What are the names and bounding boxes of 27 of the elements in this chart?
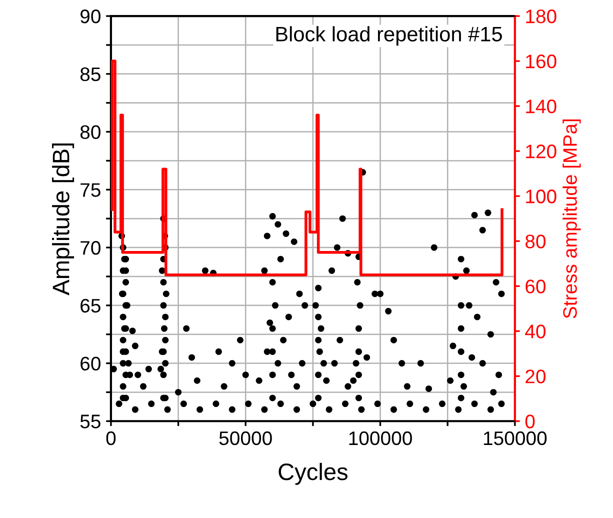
y2-tick-label: 60 [526,280,546,294]
y-tick-label: 80 [80,125,100,140]
y-tick-label: 90 [80,10,100,24]
y2-tick-label: 120 [526,144,556,158]
y2-tick-label: 100 [526,190,556,204]
y2-tick-label: 40 [525,324,546,338]
y2-tick-label: 160 [526,54,556,68]
x-axis-title: Cycles [278,462,348,485]
y-tick-label: 85 [80,67,100,82]
x-tick-label: 0 [106,431,116,446]
y2-tick-label: 20 [526,370,546,384]
x-tick-label: 100000 [349,431,412,446]
y-axis-title: Amplitude [dB] [52,144,74,296]
y2-tick-label: 80 [525,234,546,248]
y2-tick-label: 180 [526,10,556,24]
y2-axis-title: Stress amplitude [MPa] [562,119,581,318]
y2-tick-label: 140 [526,100,556,114]
x-tick-label: 150000 [484,431,547,446]
y-tick-label: 60 [80,356,100,371]
line-series [110,60,504,276]
y-tick-label: 75 [80,183,100,197]
x-tick-label: 50000 [219,431,272,446]
y-tick-label: 55 [80,414,100,428]
y-tick-label: 65 [80,298,100,313]
y-tick-label: 70 [80,241,100,255]
chart-title: Block load repetition #15 [276,26,502,46]
y2-tick-label: 0 [525,414,535,428]
